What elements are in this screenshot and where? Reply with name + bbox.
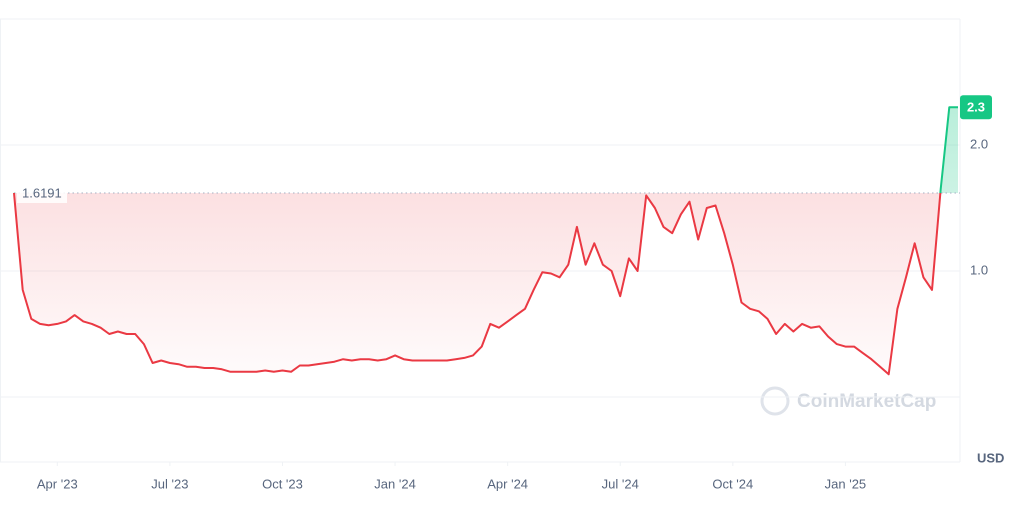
- x-tick-label: Apr '23: [37, 476, 78, 491]
- y-tick-label: 1.0: [970, 262, 988, 277]
- watermark-text: CoinMarketCap: [797, 391, 936, 412]
- x-tick-label: Oct '23: [262, 476, 303, 491]
- area-down: [14, 192, 941, 375]
- x-tick-label: Jan '24: [374, 476, 416, 491]
- price-line-down: [13, 192, 942, 376]
- price-tag: [960, 95, 992, 120]
- x-tick-label: Jan '25: [825, 476, 867, 491]
- x-tick-label: Apr '24: [487, 476, 528, 491]
- x-tick-label: Oct '24: [712, 476, 753, 491]
- baseline-label: 1.6191: [22, 185, 62, 200]
- currency-label: USD: [977, 450, 1004, 465]
- x-tick-label: Jul '23: [151, 476, 188, 491]
- y-tick-label: 2.0: [970, 136, 988, 151]
- watermark: CoinMarketCap: [760, 386, 936, 416]
- price-tag-label: 2.3: [967, 100, 985, 115]
- x-tick-label: Jul '24: [602, 476, 639, 491]
- baseline-label-bg: [17, 182, 67, 203]
